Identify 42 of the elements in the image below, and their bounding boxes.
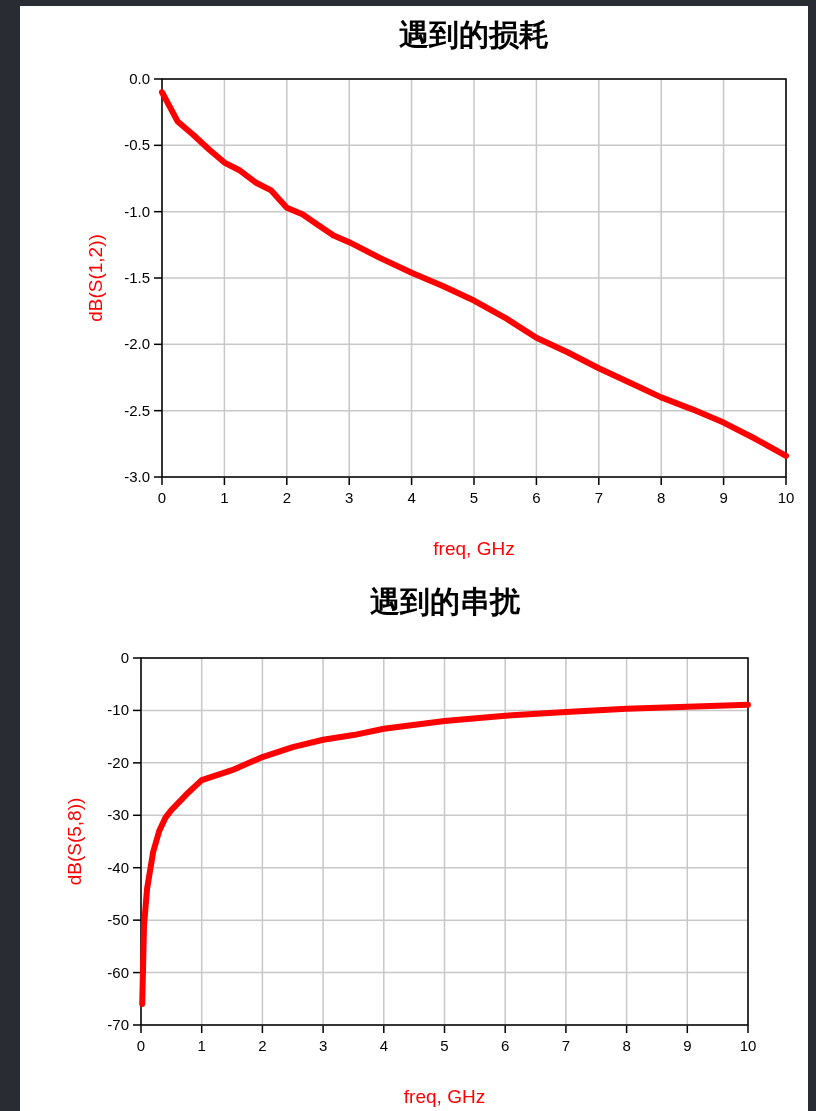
y-tick-label: -50 bbox=[107, 911, 129, 929]
x-tick-label: 8 bbox=[622, 1037, 631, 1054]
x-tick-label: 3 bbox=[345, 489, 354, 506]
y-tick-label: -20 bbox=[107, 753, 129, 771]
x-tick-label: 9 bbox=[683, 1037, 692, 1054]
y-tick-label: 0 bbox=[120, 649, 129, 666]
x-tick-label: 5 bbox=[469, 489, 479, 506]
x-tick-label: 8 bbox=[657, 489, 666, 506]
y-tick-label: -1.5 bbox=[124, 269, 150, 286]
y-tick-label: -3.0 bbox=[124, 468, 150, 485]
y-tick-label: -10 bbox=[107, 701, 129, 719]
x-tick-label: 0 bbox=[157, 489, 167, 506]
x-tick-label: 4 bbox=[407, 489, 416, 506]
x-tick-label: 3 bbox=[318, 1037, 328, 1054]
y-tick-label: -60 bbox=[107, 963, 129, 981]
y-tick-label: 0.0 bbox=[129, 70, 150, 87]
y-tick-label: -2.5 bbox=[124, 401, 150, 419]
y-tick-label: -30 bbox=[107, 806, 129, 824]
x-tick-label: 1 bbox=[197, 1037, 206, 1054]
y-tick-label: -1.0 bbox=[124, 202, 150, 220]
x-axis-title: freq, GHz bbox=[433, 538, 515, 559]
y-axis-title: dB(S(1,2)) bbox=[85, 234, 106, 322]
y-tick-label: -2.0 bbox=[124, 335, 150, 353]
x-tick-label: 9 bbox=[719, 489, 728, 506]
x-tick-label: 7 bbox=[594, 489, 603, 506]
x-axis-title: freq, GHz bbox=[403, 1086, 486, 1107]
x-tick-label: 6 bbox=[532, 489, 541, 506]
x-tick-label: 2 bbox=[282, 489, 291, 506]
chart-title: 遇到的损耗 bbox=[399, 18, 549, 51]
x-tick-label: 7 bbox=[561, 1037, 571, 1054]
y-tick-label: -0.5 bbox=[124, 136, 150, 154]
x-tick-label: 5 bbox=[440, 1037, 449, 1054]
x-tick-label: 10 bbox=[777, 489, 795, 506]
y-tick-label: -40 bbox=[107, 858, 129, 876]
x-tick-label: 1 bbox=[220, 489, 229, 506]
y-tick-label: -70 bbox=[107, 1016, 129, 1033]
x-tick-label: 4 bbox=[379, 1037, 388, 1054]
y-axis-title: dB(S(5,8)) bbox=[64, 797, 85, 886]
chart-title: 遇到的串扰 bbox=[369, 585, 521, 618]
x-tick-label: 2 bbox=[258, 1037, 267, 1054]
x-tick-label: 10 bbox=[739, 1037, 757, 1054]
x-tick-label: 6 bbox=[501, 1037, 510, 1054]
